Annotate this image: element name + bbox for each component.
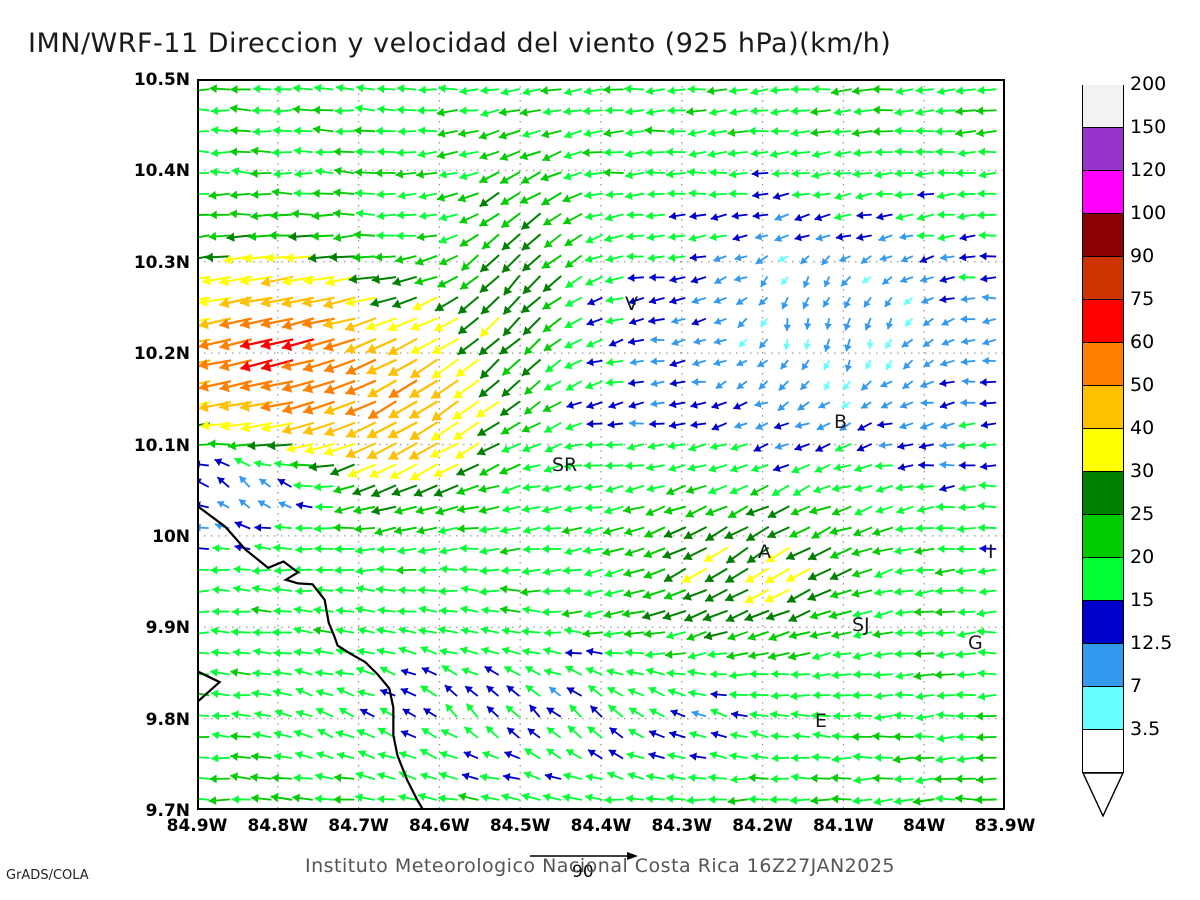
station-label-a: A	[758, 541, 771, 563]
x-tick-label: 84.4W	[570, 816, 632, 836]
colorbar-level-label: 40	[1130, 417, 1155, 439]
y-tick-label: 10.2N	[133, 344, 190, 365]
x-tick-label: 84.8W	[247, 816, 309, 836]
colorbar-cell[interactable]: 20	[1082, 548, 1154, 601]
x-tick-label: 84.6W	[409, 816, 470, 836]
colorbar-level-label: 30	[1130, 460, 1155, 482]
colorbar-legend[interactable]: 200 150 120 100 90 75 60 50 40 30 25 20 15 12.5 7 3.5	[1081, 75, 1172, 818]
colorbar-cell[interactable]: 200	[1082, 75, 1166, 128]
y-tick-label: 10N	[152, 526, 190, 547]
colorbar-level-label: 100	[1130, 202, 1167, 224]
y-tick-label: 9.8N	[145, 709, 190, 730]
station-label-sj: SJ	[852, 614, 870, 636]
wind-vector-plot[interactable]	[197, 79, 1005, 810]
station-label-sr: SR	[552, 454, 578, 476]
wind-field-canvas	[197, 79, 1005, 810]
wind-arrows	[197, 83, 997, 806]
x-tick-label: 84.7W	[328, 816, 389, 836]
coastline-islet	[197, 670, 222, 703]
colorbar-cell[interactable]: 7	[1082, 677, 1142, 730]
colorbar-cell[interactable]: 150	[1082, 118, 1166, 171]
y-tick-label: 9.9N	[145, 618, 190, 639]
x-tick-label: 84.9W	[166, 816, 228, 836]
x-tick-label: 84.1W	[813, 816, 874, 836]
colorbar-cell[interactable]: 15	[1082, 591, 1154, 644]
colorbar-cell[interactable]: 120	[1082, 161, 1166, 214]
colorbar-level-label: 90	[1130, 245, 1155, 267]
colorbar-level-label: 3.5	[1130, 718, 1161, 740]
colorbar-level-label: 120	[1130, 159, 1167, 181]
colorbar-level-label: 15	[1130, 589, 1155, 611]
x-tick-label: 84.5W	[489, 816, 551, 836]
colorbar-cell[interactable]: 40	[1082, 419, 1154, 472]
station-label-g: G	[968, 632, 983, 654]
colorbar-level-label: 150	[1130, 116, 1167, 138]
colorbar-cell[interactable]: 25	[1082, 505, 1154, 558]
colorbar-level-label: 20	[1130, 546, 1155, 568]
y-tick-label: 9.7N	[145, 801, 190, 821]
colorbar-level-label: 12.5	[1130, 632, 1173, 654]
station-label-v: V	[625, 293, 638, 315]
colorbar-cell[interactable]: 75	[1082, 290, 1154, 343]
colorbar-cell[interactable]: 90	[1082, 247, 1154, 300]
x-tick-label: 83.9W	[974, 816, 1036, 836]
colorbar-level-label: 50	[1130, 374, 1155, 396]
station-label-i: I	[988, 541, 994, 563]
x-tick-label: 84.3W	[651, 816, 713, 836]
y-tick-label: 10.5N	[133, 70, 190, 90]
colorbar-cell[interactable]: 50	[1082, 376, 1154, 429]
y-tick-label: 10.3N	[133, 252, 190, 273]
reference-vector-arrow	[528, 846, 648, 866]
colorbar-level-label: 25	[1130, 503, 1155, 525]
footer-grads-credit: GrADS/COLA	[6, 868, 89, 883]
station-label-e: E	[815, 710, 828, 732]
colorbar-level-label: 60	[1130, 331, 1155, 353]
colorbar-level-label: 7	[1130, 675, 1143, 697]
colorbar-cell[interactable]: 30	[1082, 462, 1154, 515]
y-tick-label: 10.4N	[133, 161, 190, 182]
page-title: IMN/WRF-11 Direccion y velocidad del vie…	[28, 28, 892, 59]
colorbar-cell[interactable]: 60	[1082, 333, 1154, 386]
colorbar-cell[interactable]: 100	[1082, 204, 1166, 257]
reference-vector-label: 90	[572, 862, 594, 882]
x-tick-label: 84.2W	[732, 816, 793, 836]
colorbar-cell[interactable]: 12.5	[1082, 634, 1172, 687]
station-label-b: B	[834, 411, 848, 433]
colorbar-bottom-arrow	[1081, 772, 1125, 821]
x-tick-label: 84W	[902, 816, 946, 836]
colorbar-level-label: 75	[1130, 288, 1155, 310]
y-tick-label: 10.1N	[133, 435, 190, 456]
colorbar-cell[interactable]: 3.5	[1082, 720, 1160, 773]
colorbar-level-label: 200	[1130, 73, 1167, 95]
coastline	[197, 504, 425, 810]
footer-institute: Instituto Meteorologico Nacional Costa R…	[304, 855, 896, 877]
